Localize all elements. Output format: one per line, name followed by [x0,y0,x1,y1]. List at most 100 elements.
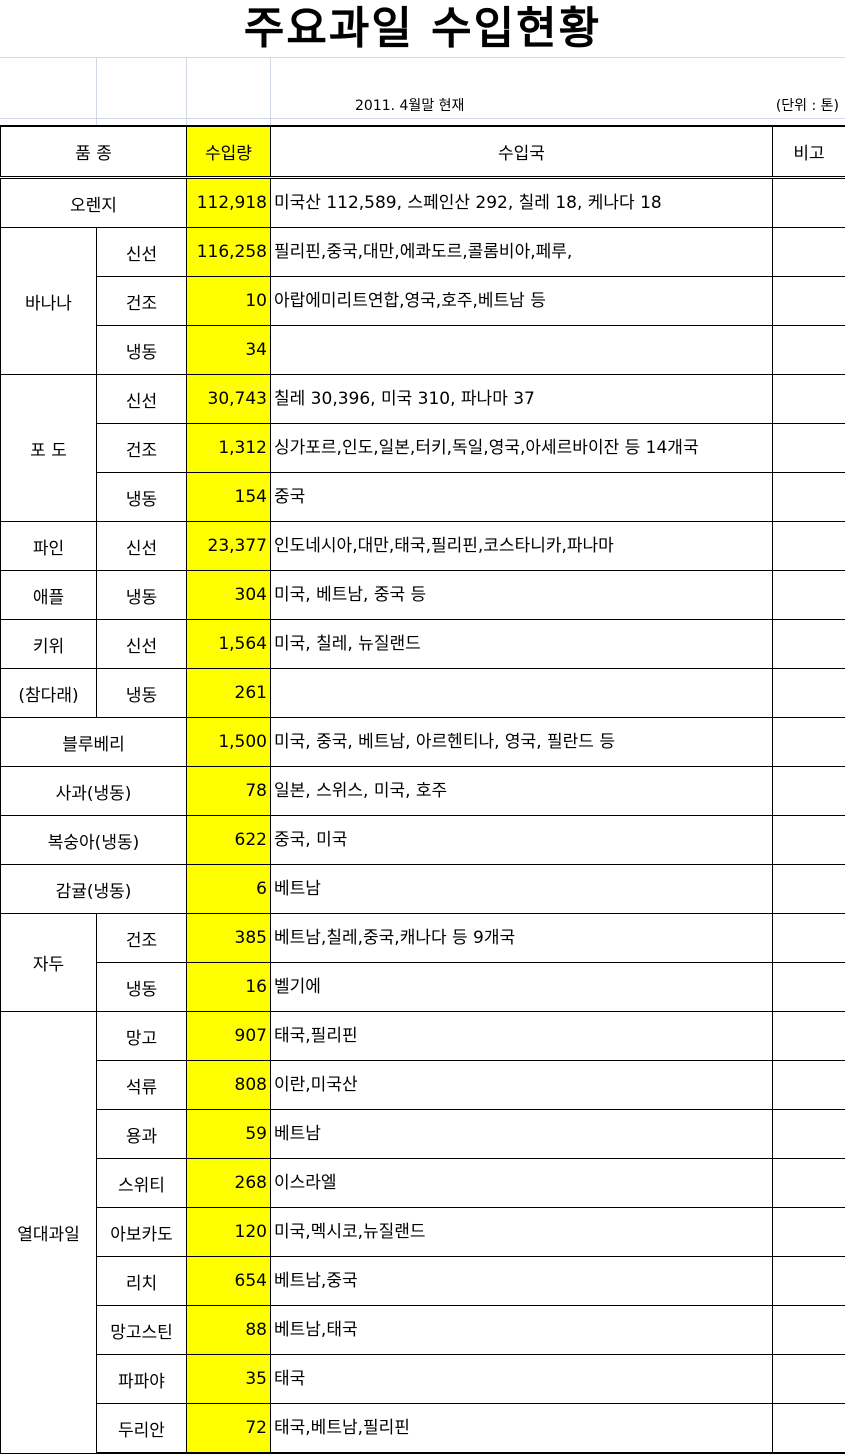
countries-cell[interactable]: 중국, 미국 [271,816,773,865]
variety-group-cell[interactable]: 애플 [1,571,97,620]
countries-cell[interactable]: 일본, 스위스, 미국, 호주 [271,767,773,816]
countries-cell[interactable]: 베트남 [271,865,773,914]
variety-type-cell[interactable]: 신선 [97,620,187,669]
variety-type-cell[interactable]: 파파야 [97,1355,187,1404]
variety-group-cell[interactable]: 사과(냉동) [1,767,187,816]
remarks-cell[interactable] [773,963,845,1012]
countries-cell[interactable]: 태국,베트남,필리핀 [271,1404,773,1454]
remarks-cell[interactable] [773,522,845,571]
variety-type-cell[interactable]: 냉동 [97,963,187,1012]
variety-group-cell[interactable]: 복숭아(냉동) [1,816,187,865]
variety-type-cell[interactable]: 리치 [97,1257,187,1306]
variety-type-cell[interactable]: 스위티 [97,1159,187,1208]
variety-group-cell[interactable]: 자두 [1,914,97,1012]
remarks-cell[interactable] [773,228,845,277]
countries-cell[interactable]: 중국 [271,473,773,522]
quantity-cell[interactable]: 30,743 [187,375,271,424]
countries-cell[interactable]: 싱가포르,인도,일본,터키,독일,영국,아세르바이잔 등 14개국 [271,424,773,473]
countries-cell[interactable]: 인도네시아,대만,태국,필리핀,코스타니카,파나마 [271,522,773,571]
variety-group-cell[interactable]: 오렌지 [1,178,187,228]
variety-group-cell[interactable]: 감귤(냉동) [1,865,187,914]
remarks-cell[interactable] [773,1257,845,1306]
variety-type-cell[interactable]: 냉동 [97,473,187,522]
quantity-cell[interactable]: 622 [187,816,271,865]
countries-cell[interactable]: 베트남,태국 [271,1306,773,1355]
countries-cell[interactable]: 베트남 [271,1110,773,1159]
countries-cell[interactable]: 이스라엘 [271,1159,773,1208]
quantity-cell[interactable]: 1,500 [187,718,271,767]
countries-cell[interactable] [271,669,773,718]
quantity-cell[interactable]: 116,258 [187,228,271,277]
variety-type-cell[interactable]: 두리안 [97,1404,187,1454]
variety-group-cell[interactable]: 포 도 [1,375,97,522]
remarks-cell[interactable] [773,424,845,473]
variety-group-cell[interactable]: 블루베리 [1,718,187,767]
quantity-cell[interactable]: 1,312 [187,424,271,473]
quantity-cell[interactable]: 154 [187,473,271,522]
remarks-cell[interactable] [773,1110,845,1159]
remarks-cell[interactable] [773,767,845,816]
quantity-cell[interactable]: 654 [187,1257,271,1306]
quantity-cell[interactable]: 268 [187,1159,271,1208]
variety-type-cell[interactable]: 건조 [97,424,187,473]
countries-cell[interactable]: 미국, 베트남, 중국 등 [271,571,773,620]
countries-cell[interactable]: 베트남,칠레,중국,캐나다 등 9개국 [271,914,773,963]
remarks-cell[interactable] [773,914,845,963]
variety-type-cell[interactable]: 신선 [97,522,187,571]
quantity-cell[interactable]: 6 [187,865,271,914]
countries-cell[interactable]: 이란,미국산 [271,1061,773,1110]
variety-type-cell[interactable]: 신선 [97,375,187,424]
quantity-cell[interactable]: 16 [187,963,271,1012]
variety-group-cell[interactable]: (참다래) [1,669,97,718]
remarks-cell[interactable] [773,865,845,914]
variety-type-cell[interactable]: 냉동 [97,669,187,718]
countries-cell[interactable]: 미국, 칠레, 뉴질랜드 [271,620,773,669]
remarks-cell[interactable] [773,1159,845,1208]
variety-type-cell[interactable]: 아보카도 [97,1208,187,1257]
remarks-cell[interactable] [773,1061,845,1110]
quantity-cell[interactable]: 385 [187,914,271,963]
countries-cell[interactable]: 벨기에 [271,963,773,1012]
remarks-cell[interactable] [773,816,845,865]
remarks-cell[interactable] [773,718,845,767]
variety-type-cell[interactable]: 신선 [97,228,187,277]
quantity-cell[interactable]: 808 [187,1061,271,1110]
countries-cell[interactable]: 태국 [271,1355,773,1404]
variety-type-cell[interactable]: 석류 [97,1061,187,1110]
variety-type-cell[interactable]: 용과 [97,1110,187,1159]
remarks-cell[interactable] [773,375,845,424]
quantity-cell[interactable]: 10 [187,277,271,326]
quantity-cell[interactable]: 34 [187,326,271,375]
variety-type-cell[interactable]: 건조 [97,277,187,326]
remarks-cell[interactable] [773,1306,845,1355]
variety-group-cell[interactable]: 열대과일 [1,1012,97,1454]
variety-type-cell[interactable]: 냉동 [97,571,187,620]
remarks-cell[interactable] [773,326,845,375]
variety-type-cell[interactable]: 건조 [97,914,187,963]
quantity-cell[interactable]: 907 [187,1012,271,1061]
quantity-cell[interactable]: 72 [187,1404,271,1454]
countries-cell[interactable]: 아랍에미리트연합,영국,호주,베트남 등 [271,277,773,326]
variety-group-cell[interactable]: 파인 [1,522,97,571]
quantity-cell[interactable]: 120 [187,1208,271,1257]
remarks-cell[interactable] [773,1208,845,1257]
variety-type-cell[interactable]: 냉동 [97,326,187,375]
remarks-cell[interactable] [773,669,845,718]
countries-cell[interactable]: 베트남,중국 [271,1257,773,1306]
quantity-cell[interactable]: 304 [187,571,271,620]
remarks-cell[interactable] [773,473,845,522]
countries-cell[interactable]: 태국,필리핀 [271,1012,773,1061]
remarks-cell[interactable] [773,571,845,620]
quantity-cell[interactable]: 1,564 [187,620,271,669]
quantity-cell[interactable]: 88 [187,1306,271,1355]
countries-cell[interactable]: 칠레 30,396, 미국 310, 파나마 37 [271,375,773,424]
quantity-cell[interactable]: 59 [187,1110,271,1159]
variety-group-cell[interactable]: 바나나 [1,228,97,375]
quantity-cell[interactable]: 261 [187,669,271,718]
countries-cell[interactable]: 필리핀,중국,대만,에콰도르,콜롬비아,페루, [271,228,773,277]
remarks-cell[interactable] [773,620,845,669]
quantity-cell[interactable]: 35 [187,1355,271,1404]
remarks-cell[interactable] [773,1404,845,1454]
quantity-cell[interactable]: 78 [187,767,271,816]
remarks-cell[interactable] [773,178,845,228]
